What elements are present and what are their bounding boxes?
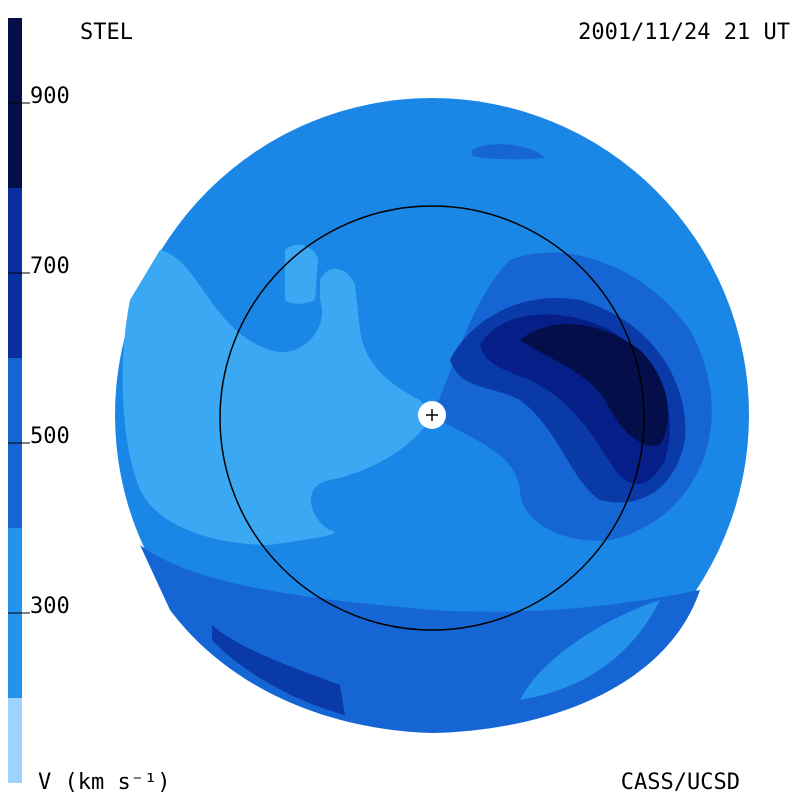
slow-region	[285, 244, 318, 304]
sun-cross	[426, 409, 438, 421]
colorbar-tick-label: 700	[30, 254, 70, 279]
footer-right: CASS/UCSD	[621, 770, 740, 795]
footer-left: V (km s⁻¹)	[38, 770, 170, 795]
header-right: 2001/11/24 21 UT	[578, 20, 790, 45]
faster-region	[212, 625, 345, 715]
colorbar-band	[8, 698, 22, 783]
colorbar: 300 500 700 900	[8, 18, 70, 783]
peak-region	[520, 323, 669, 446]
colorbar-tick-label: 300	[30, 594, 70, 619]
fast-region	[472, 144, 545, 160]
header-left: STEL	[80, 20, 133, 45]
velocity-map	[115, 98, 749, 733]
mid-region	[520, 600, 660, 700]
slow-region	[122, 250, 432, 545]
colorbar-tick-label: 500	[30, 424, 70, 449]
colorbar-tick-label: 900	[30, 84, 70, 109]
earth-orbit	[219, 205, 645, 631]
